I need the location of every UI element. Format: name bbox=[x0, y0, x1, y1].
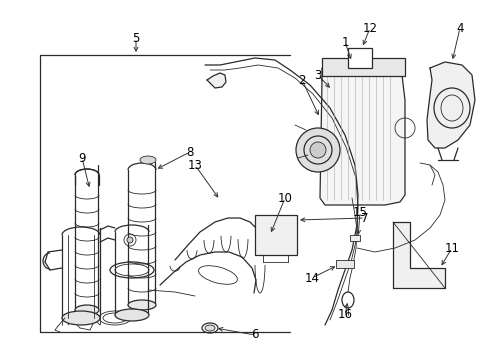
Bar bbox=[254, 215, 296, 255]
Ellipse shape bbox=[62, 311, 100, 325]
Text: 14: 14 bbox=[304, 271, 319, 284]
Polygon shape bbox=[392, 222, 444, 288]
Ellipse shape bbox=[204, 325, 215, 331]
Ellipse shape bbox=[128, 300, 156, 310]
Text: 3: 3 bbox=[314, 68, 321, 81]
Text: 7: 7 bbox=[361, 212, 368, 225]
Text: 12: 12 bbox=[362, 22, 377, 35]
Bar bbox=[335, 260, 353, 268]
Text: 15: 15 bbox=[352, 206, 366, 219]
Text: 9: 9 bbox=[78, 152, 85, 165]
Polygon shape bbox=[426, 62, 474, 148]
Text: 2: 2 bbox=[298, 73, 305, 86]
Text: 16: 16 bbox=[337, 309, 352, 321]
Text: 5: 5 bbox=[132, 32, 140, 45]
Ellipse shape bbox=[75, 305, 99, 315]
Text: 6: 6 bbox=[251, 328, 258, 342]
Polygon shape bbox=[206, 73, 225, 88]
Bar bbox=[321, 58, 404, 76]
Ellipse shape bbox=[115, 309, 149, 321]
Text: 4: 4 bbox=[455, 22, 463, 35]
Text: 13: 13 bbox=[187, 158, 202, 171]
Ellipse shape bbox=[309, 142, 325, 158]
Text: 1: 1 bbox=[341, 36, 348, 49]
Bar bbox=[349, 235, 359, 241]
Polygon shape bbox=[319, 58, 404, 205]
Bar bbox=[347, 48, 371, 68]
Text: 8: 8 bbox=[186, 145, 193, 158]
Ellipse shape bbox=[140, 156, 156, 164]
Ellipse shape bbox=[127, 237, 133, 243]
Text: 10: 10 bbox=[277, 192, 292, 204]
Text: 11: 11 bbox=[444, 242, 459, 255]
Ellipse shape bbox=[295, 128, 339, 172]
